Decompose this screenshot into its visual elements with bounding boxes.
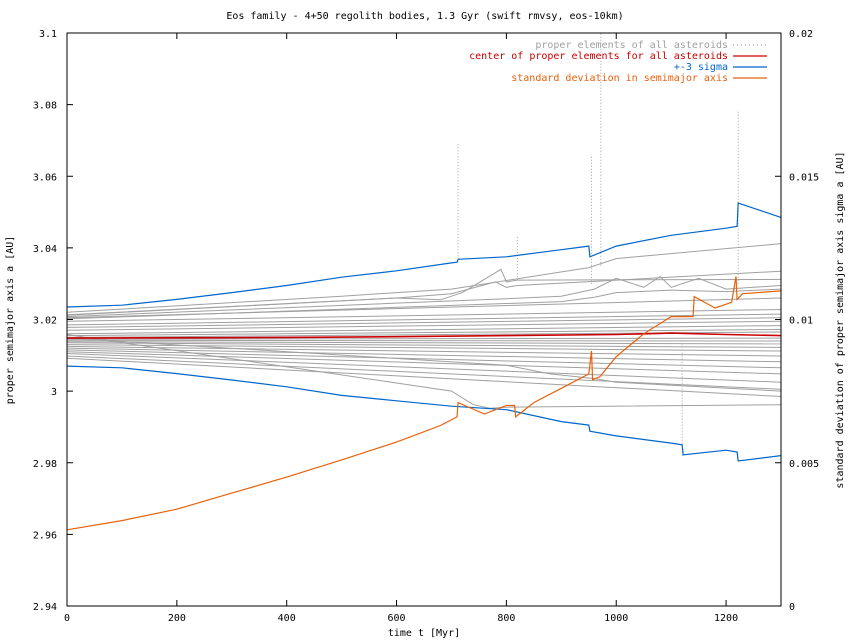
- asteroid-track: [66, 243, 782, 313]
- series-line: [66, 276, 782, 531]
- legend-label: +-3 sigma: [674, 62, 728, 73]
- y-axis: 2.94 2.96 2.98 3 3.02 3.04 3.06 3.08 3.1: [33, 29, 73, 613]
- y-tick-label: 3: [51, 387, 57, 398]
- y-axis-label: proper semimajor axis a [AU]: [5, 236, 16, 405]
- x-tick-label: 400: [278, 613, 296, 624]
- series-line: [66, 332, 782, 339]
- y2-tick-label: 0.01: [789, 316, 813, 327]
- y2-axis-label: standard deviation of proper semimajor a…: [835, 151, 846, 488]
- y2-tick-label: 0.015: [789, 172, 819, 183]
- legend-label: proper elements of all asteroids: [535, 40, 728, 51]
- y-tick-label: 3.02: [33, 316, 57, 327]
- asteroid-track: [66, 345, 782, 357]
- x-tick-label: 0: [64, 613, 70, 624]
- asteroid-track: [66, 288, 782, 320]
- asteroid-track: [66, 347, 782, 363]
- legend-label: center of proper elements for all astero…: [469, 51, 728, 62]
- asteroid-track: [66, 337, 782, 392]
- asteroid-track: [66, 341, 782, 345]
- series-line: [66, 365, 782, 462]
- y-tick-label: 2.94: [33, 602, 57, 613]
- x-tick-label: 600: [388, 613, 406, 624]
- x-tick-label: 1000: [604, 613, 628, 624]
- asteroid-tracks: [66, 33, 782, 456]
- chart-title: Eos family - 4+50 regolith bodies, 1.3 G…: [226, 11, 623, 22]
- y-tick-label: 3.06: [33, 172, 57, 183]
- asteroid-track: [66, 270, 782, 316]
- asteroid-track: [66, 353, 782, 383]
- asteroid-track: [66, 275, 782, 318]
- x-tick-label: 200: [168, 613, 186, 624]
- asteroid-track: [66, 337, 782, 340]
- asteroid-track: [66, 329, 782, 337]
- asteroid-track: [66, 313, 782, 326]
- asteroid-track: [66, 325, 782, 335]
- x-axis: 0 200 400 600 800 1000 1200: [64, 33, 738, 624]
- y-tick-label: 3.04: [33, 244, 57, 255]
- asteroid-track: [66, 309, 782, 322]
- asteroid-track: [66, 351, 782, 375]
- x-tick-label: 1200: [714, 613, 738, 624]
- series-line: [66, 202, 782, 308]
- asteroid-track: [66, 268, 782, 316]
- asteroid-track: [66, 355, 782, 390]
- y-tick-label: 2.96: [33, 530, 57, 541]
- y-tick-label: 3.08: [33, 101, 57, 112]
- y-tick-label: 3.1: [39, 29, 57, 40]
- data-series: [66, 202, 782, 531]
- y2-tick-label: 0.02: [789, 29, 813, 40]
- y2-tick-label: 0: [789, 602, 795, 613]
- y2-tick-label: 0.005: [789, 459, 819, 470]
- y-tick-label: 2.98: [33, 459, 57, 470]
- y2-axis: 0 0.005 0.01 0.015 0.02: [775, 29, 819, 613]
- asteroid-track: [66, 342, 782, 348]
- legend-label: standard deviation in semimajor axis: [511, 73, 728, 84]
- asteroid-track: [66, 349, 782, 369]
- x-tick-label: 800: [497, 613, 515, 624]
- x-axis-label: time t [Myr]: [388, 628, 460, 639]
- asteroid-track: [66, 339, 782, 342]
- asteroid-track: [66, 317, 782, 328]
- asteroid-track: [66, 357, 782, 397]
- asteroid-track: [66, 334, 782, 409]
